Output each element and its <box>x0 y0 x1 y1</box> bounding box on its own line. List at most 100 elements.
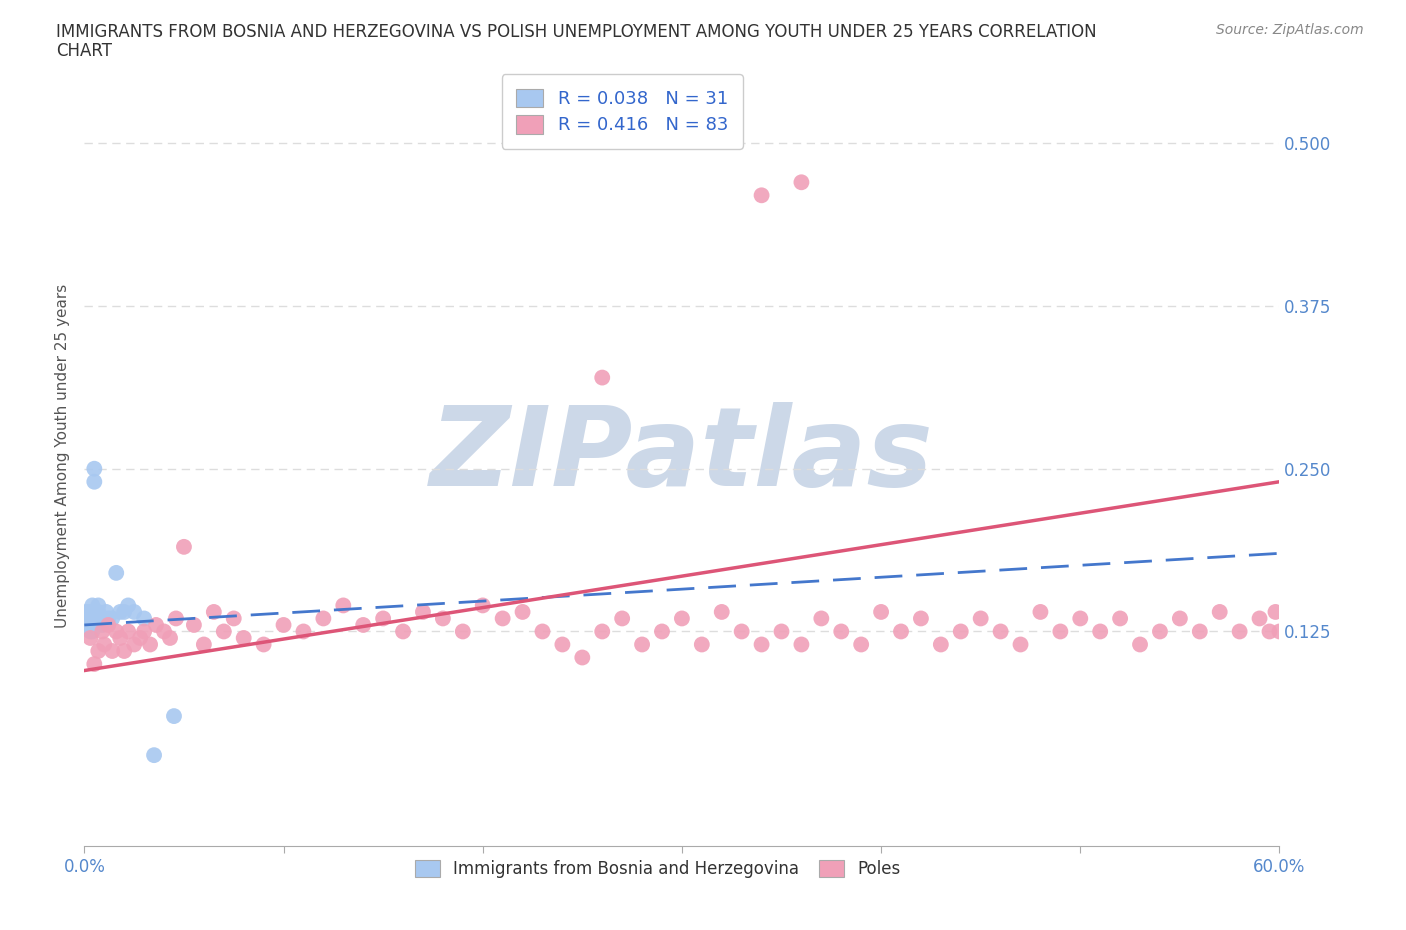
Point <box>1109 611 1132 626</box>
Point <box>110 631 132 645</box>
Point <box>1229 624 1251 639</box>
Point <box>591 370 613 385</box>
Y-axis label: Unemployment Among Youth under 25 years: Unemployment Among Youth under 25 years <box>55 284 70 628</box>
Text: ZIPatlas: ZIPatlas <box>430 402 934 510</box>
Point <box>731 624 754 639</box>
Point <box>412 604 434 619</box>
Point <box>93 611 115 626</box>
Point <box>751 637 773 652</box>
Point <box>97 611 120 626</box>
Point <box>112 644 135 658</box>
Point <box>79 624 101 639</box>
Point <box>1268 624 1291 639</box>
Point <box>373 611 395 626</box>
Point <box>132 611 156 626</box>
Text: Source: ZipAtlas.com: Source: ZipAtlas.com <box>1216 23 1364 37</box>
Point <box>101 611 124 626</box>
Point <box>77 604 100 619</box>
Point <box>79 631 101 645</box>
Point <box>153 624 176 639</box>
Point <box>751 188 773 203</box>
Point <box>86 611 108 626</box>
Point <box>1129 637 1152 652</box>
Point <box>591 624 613 639</box>
Point <box>75 618 97 632</box>
Point <box>117 624 139 639</box>
Point <box>1029 604 1052 619</box>
Point <box>1049 624 1071 639</box>
Point <box>82 598 104 613</box>
Point <box>332 598 354 613</box>
Point <box>129 631 152 645</box>
Point <box>1010 637 1032 652</box>
Point <box>512 604 534 619</box>
Point <box>690 637 713 652</box>
Point <box>492 611 515 626</box>
Point <box>312 611 335 626</box>
Point <box>870 604 893 619</box>
Point <box>139 637 162 652</box>
Point <box>990 624 1012 639</box>
Point <box>82 624 104 639</box>
Point <box>292 624 315 639</box>
Point <box>1258 624 1281 639</box>
Point <box>145 618 167 632</box>
Point <box>91 624 114 639</box>
Point <box>163 709 186 724</box>
Point <box>352 618 374 632</box>
Point <box>1168 611 1191 626</box>
Point <box>432 611 454 626</box>
Point <box>710 604 733 619</box>
Point <box>1149 624 1171 639</box>
Point <box>790 637 813 652</box>
Point <box>83 618 105 632</box>
Point <box>105 624 128 639</box>
Point <box>87 644 110 658</box>
Point <box>551 637 574 652</box>
Point <box>890 624 912 639</box>
Point <box>1188 624 1211 639</box>
Point <box>212 624 235 639</box>
Point <box>173 539 195 554</box>
Point <box>612 611 634 626</box>
Point <box>132 624 156 639</box>
Point <box>1069 611 1091 626</box>
Point <box>83 474 105 489</box>
Point <box>392 624 415 639</box>
Point <box>651 624 673 639</box>
Point <box>159 631 181 645</box>
Point <box>232 631 254 645</box>
Point <box>571 650 593 665</box>
Point <box>193 637 215 652</box>
Point <box>96 604 118 619</box>
Point <box>86 604 108 619</box>
Point <box>451 624 474 639</box>
Point <box>105 565 128 580</box>
Point <box>471 598 494 613</box>
Point <box>770 624 793 639</box>
Point <box>82 611 104 626</box>
Point <box>89 611 111 626</box>
Point <box>112 604 135 619</box>
Point <box>183 618 205 632</box>
Point <box>77 618 100 632</box>
Point <box>79 604 101 619</box>
Point <box>671 611 693 626</box>
Point <box>122 604 145 619</box>
Point <box>165 611 187 626</box>
Text: IMMIGRANTS FROM BOSNIA AND HERZEGOVINA VS POLISH UNEMPLOYMENT AMONG YOUTH UNDER : IMMIGRANTS FROM BOSNIA AND HERZEGOVINA V… <box>56 23 1097 41</box>
Point <box>1209 604 1232 619</box>
Point <box>83 657 105 671</box>
Point <box>273 618 295 632</box>
Point <box>810 611 832 626</box>
Point <box>202 604 225 619</box>
Point <box>97 618 120 632</box>
Point <box>101 644 124 658</box>
Point <box>110 604 132 619</box>
Point <box>929 637 952 652</box>
Point <box>949 624 972 639</box>
Point <box>87 598 110 613</box>
Point <box>122 637 145 652</box>
Legend: Immigrants from Bosnia and Herzegovina, Poles: Immigrants from Bosnia and Herzegovina, … <box>408 854 908 884</box>
Point <box>1249 611 1271 626</box>
